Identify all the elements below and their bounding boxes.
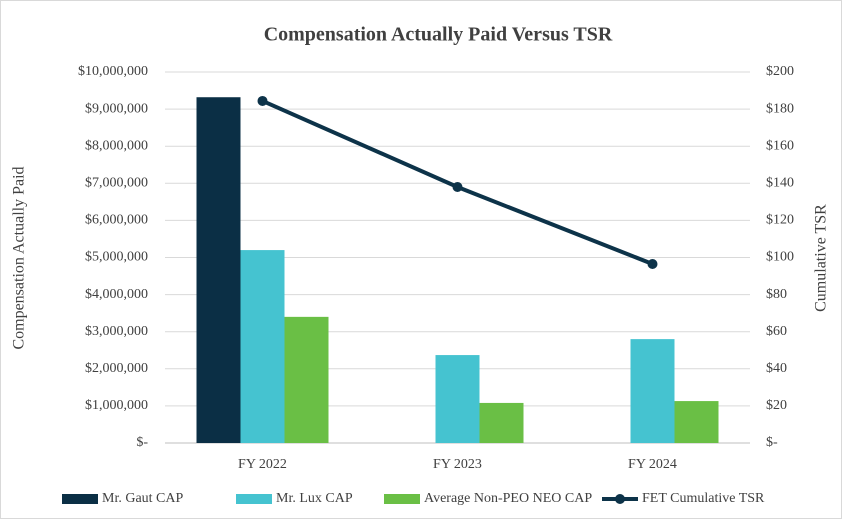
bar	[240, 250, 285, 443]
legend-swatch	[236, 494, 272, 504]
bar	[630, 339, 675, 443]
y2-tick-label: $180	[766, 101, 794, 116]
y-tick-label: $8,000,000	[85, 138, 148, 153]
chart-title: Compensation Actually Paid Versus TSR	[264, 24, 613, 46]
legend-swatch	[384, 494, 420, 504]
y2-tick-label: $-	[766, 435, 778, 450]
y2-axis-title: Cumulative TSR	[813, 204, 830, 312]
bar	[284, 316, 329, 443]
x-tick-label: FY 2023	[433, 457, 482, 472]
y2-tick-label: $60	[766, 324, 787, 339]
y-tick-label: $3,000,000	[85, 324, 148, 339]
bar	[479, 402, 524, 443]
legend-swatch-marker	[615, 494, 625, 504]
y2-tick-label: $200	[766, 64, 794, 79]
y-tick-label: $6,000,000	[85, 213, 148, 228]
x-tick-label: FY 2022	[238, 457, 287, 472]
y-tick-label: $9,000,000	[85, 101, 148, 116]
y-tick-label: $7,000,000	[85, 176, 148, 191]
y2-tick-label: $40	[766, 361, 787, 376]
y-tick-label: $5,000,000	[85, 250, 148, 265]
y-tick-label: $2,000,000	[85, 361, 148, 376]
x-tick-label: FY 2024	[628, 457, 677, 472]
y2-tick-label: $120	[766, 213, 794, 228]
bar	[196, 97, 241, 443]
y2-tick-label: $20	[766, 398, 787, 413]
legend-label: Mr. Lux CAP	[276, 491, 353, 506]
line-marker	[452, 182, 463, 193]
y-tick-label: $1,000,000	[85, 398, 148, 413]
y-tick-label: $-	[136, 435, 148, 450]
y2-tick-label: $80	[766, 287, 787, 302]
bar	[435, 355, 480, 443]
legend-swatch	[62, 494, 98, 504]
y2-tick-label: $140	[766, 176, 794, 191]
legend-label: FET Cumulative TSR	[642, 491, 765, 506]
y-tick-label: $10,000,000	[78, 64, 148, 79]
line-marker	[647, 258, 658, 269]
y-axis-title: Compensation Actually Paid	[11, 166, 28, 349]
y2-tick-label: $160	[766, 138, 794, 153]
legend-label: Mr. Gaut CAP	[102, 491, 184, 506]
line-marker	[257, 95, 268, 106]
bar	[674, 401, 719, 443]
y-tick-label: $4,000,000	[85, 287, 148, 302]
legend-label: Average Non-PEO NEO CAP	[424, 491, 592, 506]
y2-tick-label: $100	[766, 250, 794, 265]
